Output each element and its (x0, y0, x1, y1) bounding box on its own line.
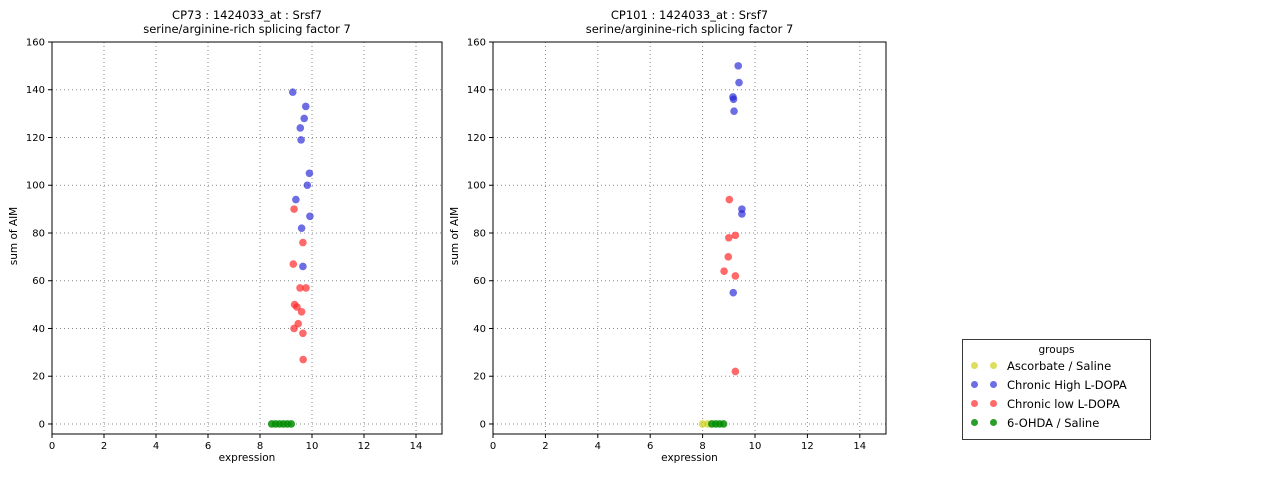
plot1-ylabel: sum of AIM (8, 206, 20, 266)
legend-item-label: Chronic low L-DOPA (1007, 396, 1120, 411)
legend-swatch-dot (990, 419, 997, 426)
svg-text:80: 80 (32, 228, 45, 239)
legend-item-chronic-high-ldopa: Chronic High L-DOPA (963, 375, 1150, 394)
svg-text:8: 8 (699, 441, 705, 452)
svg-text:12: 12 (801, 441, 814, 452)
svg-text:14: 14 (410, 441, 423, 452)
svg-text:8: 8 (257, 441, 263, 452)
svg-text:140: 140 (467, 85, 486, 96)
svg-text:2: 2 (101, 441, 107, 452)
svg-text:0: 0 (49, 441, 55, 452)
svg-text:2: 2 (542, 441, 548, 452)
legend-swatch-dot (971, 362, 978, 369)
svg-text:40: 40 (473, 324, 486, 335)
svg-text:10: 10 (749, 441, 762, 452)
svg-text:20: 20 (32, 372, 45, 383)
plot1-xlabel: expression (218, 452, 276, 464)
svg-text:120: 120 (26, 133, 45, 144)
svg-text:0: 0 (480, 419, 486, 430)
svg-text:60: 60 (473, 276, 486, 287)
plot1-title-line1: CP73 : 1424033_at : Srsf7 (172, 8, 322, 22)
svg-text:40: 40 (32, 324, 45, 335)
svg-text:0: 0 (490, 441, 496, 452)
svg-text:6: 6 (205, 441, 211, 452)
plot2-title: CP101 : 1424033_at : Srsf7 serine/argini… (493, 8, 886, 36)
svg-text:10: 10 (306, 441, 319, 452)
svg-text:20: 20 (473, 372, 486, 383)
svg-text:140: 140 (26, 85, 45, 96)
svg-text:80: 80 (473, 228, 486, 239)
legend-item-chronic-low-ldopa: Chronic low L-DOPA (963, 394, 1150, 413)
legend-item-label: Chronic High L-DOPA (1007, 377, 1127, 392)
svg-text:4: 4 (595, 441, 601, 452)
legend-swatch-dot (971, 400, 978, 407)
svg-text:160: 160 (467, 38, 486, 49)
plot2-ylabel: sum of AIM (449, 206, 461, 266)
plot1-title-line2: serine/arginine-rich splicing factor 7 (143, 21, 351, 36)
legend-item-label: Ascorbate / Saline (1007, 358, 1112, 373)
svg-text:60: 60 (32, 276, 45, 287)
legend-item-label: 6-OHDA / Saline (1007, 415, 1100, 430)
legend-title: groups (1038, 344, 1075, 356)
svg-text:100: 100 (467, 181, 486, 192)
legend-swatch-dot (990, 381, 997, 388)
legend-item-ascorbate-saline: Ascorbate / Saline (963, 356, 1150, 375)
legend-swatch-dot (971, 419, 978, 426)
plot2-title-line2: serine/arginine-rich splicing factor 7 (585, 21, 794, 36)
svg-text:160: 160 (26, 38, 45, 49)
svg-text:6: 6 (647, 441, 653, 452)
svg-text:100: 100 (26, 181, 45, 192)
legend-item-6ohda-saline: 6-OHDA / Saline (963, 413, 1150, 432)
plot1-title: CP73 : 1424033_at : Srsf7 serine/arginin… (52, 8, 442, 36)
legend-swatch-dot (971, 381, 978, 388)
svg-text:4: 4 (153, 441, 159, 452)
legend-swatch-dot (990, 362, 997, 369)
svg-text:120: 120 (467, 133, 486, 144)
plot2-xlabel: expression (661, 452, 718, 464)
svg-text:14: 14 (853, 441, 866, 452)
plot2-title-line1: CP101 : 1424033_at : Srsf7 (610, 8, 769, 22)
legend-swatch-dot (990, 400, 997, 407)
svg-text:0: 0 (39, 419, 45, 430)
svg-text:12: 12 (358, 441, 371, 452)
legend-box: groups Ascorbate / Saline Chronic High L… (962, 339, 1151, 440)
